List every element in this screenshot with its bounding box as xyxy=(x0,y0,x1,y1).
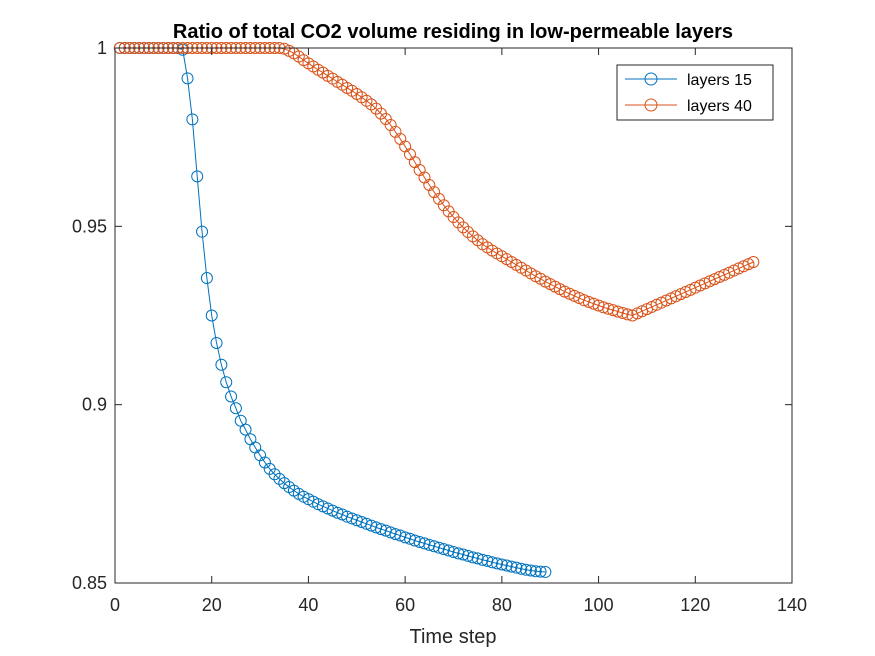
data-point xyxy=(437,199,450,212)
plot-area xyxy=(115,48,792,583)
data-point xyxy=(220,376,233,389)
x-tick-label: 140 xyxy=(777,595,807,615)
data-point xyxy=(747,256,760,268)
data-point xyxy=(534,565,547,578)
data-point xyxy=(205,309,218,322)
data-point xyxy=(268,468,281,481)
data-point xyxy=(258,456,271,469)
data-point xyxy=(384,119,397,132)
axes-layer xyxy=(114,47,793,584)
legend-label: layers 15 xyxy=(687,72,752,89)
x-tick-label: 0 xyxy=(110,595,120,615)
data-point xyxy=(515,562,528,575)
legend: layers 15 layers 40 xyxy=(616,64,774,121)
data-point xyxy=(486,556,499,569)
data-point xyxy=(520,563,533,576)
y-tick-label: 0.9 xyxy=(82,395,107,415)
data-point xyxy=(428,186,441,199)
x-tick-label: 80 xyxy=(492,595,512,615)
data-point xyxy=(616,307,629,319)
ticks-layer: 0 20 40 60 80 100 120 140 0.85 0.9 0.95 1 xyxy=(72,38,807,615)
series-layer xyxy=(113,42,760,578)
data-point xyxy=(524,564,537,577)
data-point xyxy=(462,549,475,562)
data-point xyxy=(225,390,238,403)
data-point xyxy=(452,547,465,560)
data-point xyxy=(191,170,204,183)
chart-title: Ratio of total CO2 volume residing in lo… xyxy=(173,21,733,43)
legend-item-2: layers 40 xyxy=(625,98,752,115)
data-point xyxy=(491,557,504,570)
data-point xyxy=(466,551,479,564)
data-point xyxy=(457,221,470,234)
data-point xyxy=(210,336,223,349)
y-tick-label: 1 xyxy=(97,38,107,58)
data-point xyxy=(495,558,508,571)
x-tick-label: 60 xyxy=(395,595,415,615)
data-point xyxy=(196,225,209,238)
data-point xyxy=(239,423,252,436)
y-tick-label: 0.85 xyxy=(72,573,107,593)
data-point xyxy=(181,72,194,85)
legend-marker xyxy=(644,98,658,112)
plot-background xyxy=(115,48,792,583)
x-tick-label: 120 xyxy=(680,595,710,615)
data-point xyxy=(476,553,489,566)
data-point xyxy=(510,561,523,574)
data-point xyxy=(432,192,445,205)
data-point xyxy=(379,112,392,125)
data-point xyxy=(500,559,513,572)
data-point xyxy=(229,402,242,415)
x-tick-label: 100 xyxy=(584,595,614,615)
series-2 xyxy=(113,42,760,322)
data-point xyxy=(621,308,634,321)
data-point xyxy=(505,560,518,573)
x-tick-label: 20 xyxy=(202,595,222,615)
legend-item-1: layers 15 xyxy=(625,72,752,89)
y-tick-label: 0.95 xyxy=(72,216,107,236)
x-axis-title: Time step xyxy=(409,626,496,648)
legend-box xyxy=(616,64,774,121)
data-point xyxy=(365,98,378,111)
data-point xyxy=(539,565,552,578)
data-point xyxy=(462,226,475,239)
axes-box xyxy=(114,47,793,584)
data-point xyxy=(481,554,494,567)
data-point xyxy=(186,113,199,126)
x-tick-label: 40 xyxy=(298,595,318,615)
data-point xyxy=(471,552,484,565)
legend-label: layers 40 xyxy=(687,98,752,115)
legend-marker xyxy=(644,72,658,86)
data-point xyxy=(447,545,460,558)
data-point xyxy=(215,358,228,371)
data-point xyxy=(273,472,286,485)
data-point xyxy=(529,565,542,578)
data-point xyxy=(200,272,213,285)
